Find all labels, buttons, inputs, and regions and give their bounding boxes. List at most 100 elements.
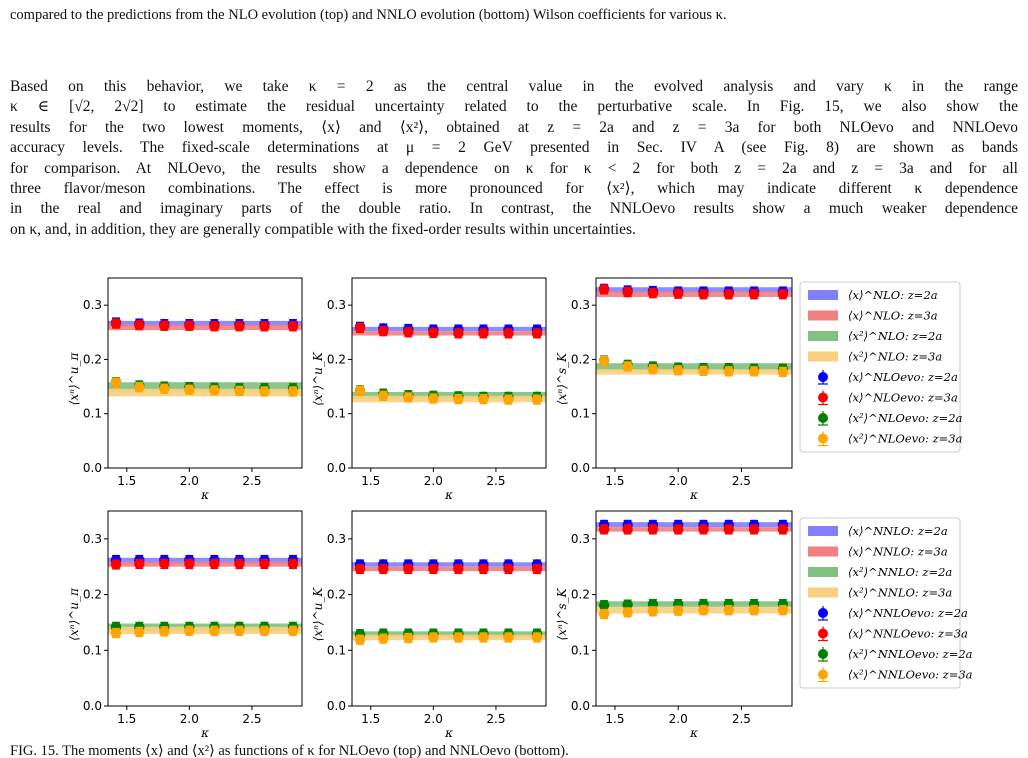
y-tick-label: 0.1 <box>571 407 590 421</box>
data-point-red <box>748 524 760 535</box>
legend-swatch-point-blue <box>818 608 828 618</box>
figure-caption-continued: compared to the predictions from the NLO… <box>10 7 727 23</box>
data-point-orange <box>209 385 220 396</box>
data-point-orange <box>698 604 709 616</box>
data-point-red <box>647 288 659 299</box>
legend-label: ⟨x⟩^NLOevo: z=2a <box>848 370 958 384</box>
legend-swatch-band-green <box>808 567 838 577</box>
data-point-red <box>110 318 122 329</box>
data-point-red <box>287 321 299 332</box>
y-tick-label: 0.0 <box>327 461 346 475</box>
legend-label: ⟨x²⟩^NLO: z=3a <box>848 350 942 364</box>
chart-panel-bottom-right: 0.0 0.1 0.2 0.3 1.5 2.0 2.5 κ ⟨xⁿ⟩^s_K <box>555 510 793 740</box>
data-point-orange <box>259 625 270 636</box>
y-tick-label: 0.1 <box>327 407 346 421</box>
band-orange <box>596 606 792 614</box>
data-point-orange <box>159 383 170 394</box>
data-point-orange <box>531 632 543 643</box>
data-point-red <box>287 558 299 570</box>
x-axis-label: κ <box>200 726 209 740</box>
x-tick-label: 2.0 <box>180 474 199 488</box>
data-point-orange <box>478 393 489 405</box>
band-orange <box>352 634 546 641</box>
data-point-red <box>672 288 684 299</box>
y-tick-label: 0.0 <box>571 461 590 475</box>
legend-swatch-band-blue <box>808 290 838 300</box>
legend-label: ⟨x²⟩^NNLOevo: z=3a <box>848 668 973 682</box>
legend-label: ⟨x⟩^NNLOevo: z=2a <box>848 606 968 620</box>
data-point-red <box>184 558 195 570</box>
legend-label: ⟨x²⟩^NLOevo: z=3a <box>848 432 963 446</box>
data-point-red <box>478 563 489 575</box>
chart-panel-bottom-middle: 0.0 0.1 0.2 0.3 1.5 2.0 2.5 κ ⟨xⁿ⟩^u_K <box>311 510 547 740</box>
band-orange <box>596 369 792 375</box>
data-point-red <box>259 558 270 570</box>
axes-frame <box>351 277 547 469</box>
data-point-orange <box>453 393 464 405</box>
figure-15: 0.00.10.20.31.5 2.0 2.5κ⟨xⁿ⟩^u_π0.00.10.20… <box>67 277 973 740</box>
y-tick-label: 0.3 <box>571 298 590 312</box>
x-tick-label: 1.5 <box>117 712 136 726</box>
data-point-red <box>503 563 514 575</box>
paragraph-line: in the real and imaginary parts of the d… <box>10 200 1018 218</box>
band-green <box>596 363 792 371</box>
x-tick-label: 2.5 <box>732 474 751 488</box>
data-point-orange <box>184 384 195 396</box>
legend-swatch-point-orange <box>818 669 828 680</box>
x-tick-label: 2.5 <box>486 712 505 726</box>
data-point-orange <box>598 355 610 367</box>
y-tick-label: 0.1 <box>83 643 102 657</box>
paragraph-line: Based on this behavior, we take κ = 2 as… <box>10 78 1018 95</box>
x-tick-label: 2.5 <box>242 712 261 726</box>
y-tick-label: 0.3 <box>83 298 102 312</box>
y-tick-label: 0.0 <box>83 699 102 713</box>
data-point-orange <box>428 393 439 404</box>
x-axis-label: κ <box>444 726 453 740</box>
data-point-red <box>403 327 414 338</box>
data-point-orange <box>234 625 245 636</box>
paragraph-line: κ ∈ [√2, 2√2] to estimate the residual u… <box>10 98 1018 116</box>
band-green <box>596 601 792 607</box>
data-point-orange <box>748 604 760 616</box>
figure-caption: FIG. 15. The moments ⟨x⟩ and ⟨x²⟩ as fun… <box>10 743 569 758</box>
y-tick-label: 0.2 <box>327 352 346 366</box>
data-point-red <box>110 559 122 570</box>
x-tick-label: 2.5 <box>486 474 505 488</box>
y-tick-label: 0.3 <box>327 298 346 312</box>
data-point-orange <box>503 394 514 405</box>
data-point-red <box>503 328 514 339</box>
data-point-red <box>378 326 389 337</box>
data-point-orange <box>354 385 366 397</box>
y-axis-label: ⟨xⁿ⟩^u_π <box>67 352 81 406</box>
y-tick-label: 0.2 <box>571 588 590 602</box>
y-axis-label: ⟨xⁿ⟩^u_K <box>311 587 325 642</box>
legend-label: ⟨x²⟩^NNLOevo: z=2a <box>848 647 973 661</box>
band-orange <box>108 388 302 397</box>
data-point-orange <box>723 604 734 616</box>
y-axis-label: ⟨xⁿ⟩^u_K <box>311 351 325 406</box>
legend-swatch-point-blue <box>818 372 828 382</box>
data-point-red <box>748 289 760 300</box>
legend-label: ⟨x⟩^NNLO: z=2a <box>848 524 948 538</box>
data-point-red <box>647 524 659 535</box>
x-tick-label: 1.5 <box>605 712 624 726</box>
data-point-orange <box>287 386 299 397</box>
y-axis-label: ⟨xⁿ⟩^u_π <box>67 587 81 641</box>
x-tick-label: 1.5 <box>605 474 624 488</box>
legend-swatch-band-green <box>808 331 838 341</box>
paragraph-line: for comparison. At NLOevo, the results s… <box>10 159 1018 177</box>
x-tick-label: 1.5 <box>117 474 136 488</box>
paragraph-line: results for the two lowest moments, ⟨x⟩ … <box>10 118 1018 136</box>
data-point-red <box>698 289 709 300</box>
legend-frame <box>799 281 961 453</box>
data-point-orange <box>134 381 145 393</box>
data-point-orange <box>748 366 760 377</box>
axes-frame <box>595 277 793 469</box>
legend-swatch-band-red <box>808 546 838 557</box>
data-point-red <box>723 524 734 535</box>
data-point-orange <box>647 606 659 617</box>
data-point-red <box>234 558 245 570</box>
legend-label: ⟨x⟩^NNLO: z=3a <box>848 545 948 559</box>
y-tick-label: 0.2 <box>571 352 590 366</box>
y-tick-label: 0.1 <box>83 407 102 421</box>
